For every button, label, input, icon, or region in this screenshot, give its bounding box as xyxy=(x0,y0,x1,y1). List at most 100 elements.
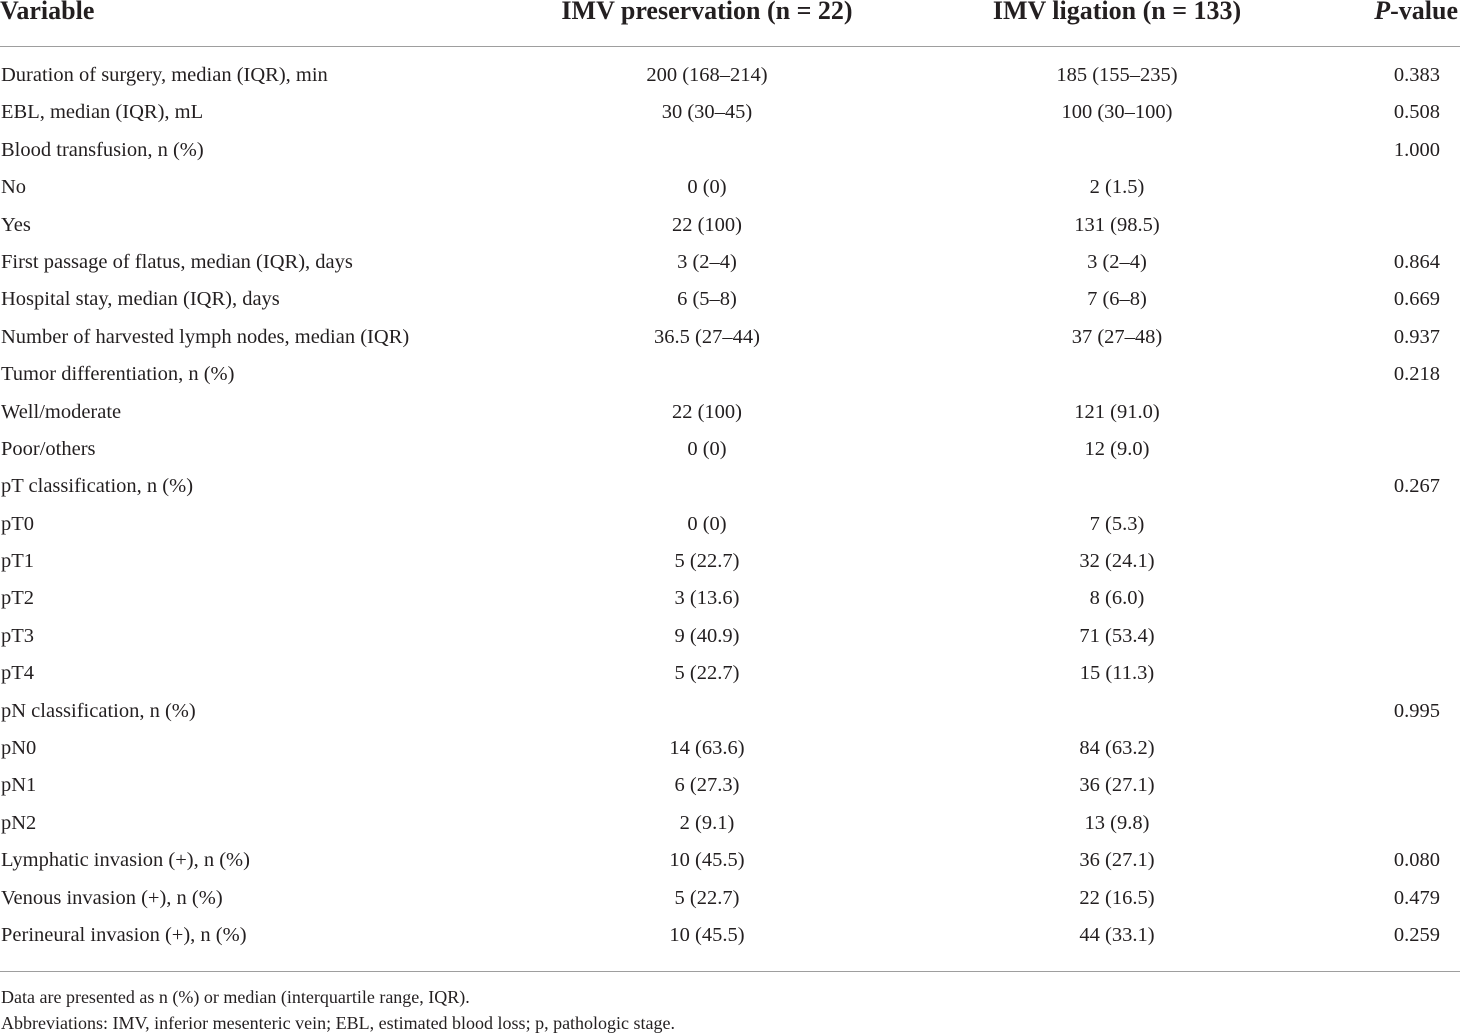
table-row: pT classification, n (%) 0.267 xyxy=(0,469,1460,506)
cell-variable: pN classification, n (%) xyxy=(1,699,196,722)
cell-variable: pT4 xyxy=(1,662,35,685)
header-variable: Variable xyxy=(0,0,95,25)
cell-imv-ligation: 71 (53.4) xyxy=(1079,624,1155,647)
cell-imv-ligation: 44 (33.1) xyxy=(1079,923,1155,946)
table-row: pN classification, n (%) 0.995 xyxy=(0,694,1460,731)
footnote-data-format: Data are presented as n (%) or median (i… xyxy=(1,987,470,1007)
cell-variable: pN0 xyxy=(1,737,37,760)
cell-imv-ligation: 22 (16.5) xyxy=(1079,886,1155,909)
cell-p-value: 0.937 xyxy=(1393,325,1440,348)
cell-imv-ligation: 121 (91.0) xyxy=(1074,400,1160,423)
cell-imv-preservation: 36.5 (27–44) xyxy=(654,325,760,348)
cell-variable: pN1 xyxy=(1,774,37,797)
table-row: pN0 14 (63.6) 84 (63.2) xyxy=(0,731,1460,768)
cell-p-value: 0.508 xyxy=(1393,101,1440,124)
cell-imv-ligation: 36 (27.1) xyxy=(1079,774,1155,797)
cell-imv-ligation: 15 (11.3) xyxy=(1079,662,1155,685)
cell-variable: Perineural invasion (+), n (%) xyxy=(1,923,247,946)
cell-imv-ligation: 12 (9.0) xyxy=(1084,437,1150,460)
table-row: EBL, median (IQR), mL 30 (30–45) 100 (30–1… xyxy=(0,95,1460,132)
table-row: pT3 9 (40.9) 71 (53.4) xyxy=(0,619,1460,656)
cell-imv-preservation: 5 (22.7) xyxy=(674,662,740,685)
table-row: No 0 (0) 2 (1.5) xyxy=(0,170,1460,207)
cell-imv-ligation: 37 (27–48) xyxy=(1071,325,1163,348)
table-row: pT2 3 (13.6) 8 (6.0) xyxy=(0,581,1460,618)
header-p-suffix: -value xyxy=(1390,0,1458,25)
cell-imv-ligation: 13 (9.8) xyxy=(1084,811,1150,834)
cell-imv-preservation: 30 (30–45) xyxy=(661,101,753,124)
table-row: Perineural invasion (+), n (%) 10 (45.5) 4… xyxy=(0,918,1460,955)
table-footnotes: Data are presented as n (%) or median (i… xyxy=(1,984,675,1036)
table-row: Hospital stay, median (IQR), days 6 (5–8)… xyxy=(0,282,1460,319)
table-row: pT4 5 (22.7) 15 (11.3) xyxy=(0,656,1460,693)
cell-variable: pN2 xyxy=(1,811,37,834)
cell-p-value: 0.218 xyxy=(1393,363,1440,386)
table-row: First passage of flatus, median (IQR), d… xyxy=(0,245,1460,282)
table-row: Blood transfusion, n (%) 1.000 xyxy=(0,133,1460,170)
cell-p-value: 0.267 xyxy=(1393,475,1440,498)
footnote-abbreviations: Abbreviations: IMV, inferior mesenteric … xyxy=(1,1013,676,1033)
cell-imv-preservation: 6 (27.3) xyxy=(674,774,740,797)
cell-imv-ligation: 8 (6.0) xyxy=(1089,587,1145,610)
cell-p-value: 1.000 xyxy=(1393,138,1440,161)
cell-imv-ligation: 32 (24.1) xyxy=(1079,550,1155,573)
cell-imv-preservation: 5 (22.7) xyxy=(674,550,740,573)
cell-imv-preservation: 6 (5–8) xyxy=(677,288,737,311)
cell-variable: Venous invasion (+), n (%) xyxy=(1,886,223,909)
table-row: Well/moderate 22 (100) 121 (91.0) xyxy=(0,395,1460,432)
cell-imv-preservation: 10 (45.5) xyxy=(669,923,745,946)
cell-imv-preservation: 22 (100) xyxy=(671,213,743,236)
cell-imv-preservation: 9 (40.9) xyxy=(674,624,740,647)
table-row: Number of harvested lymph nodes, median … xyxy=(0,320,1460,357)
cell-imv-ligation: 84 (63.2) xyxy=(1079,737,1155,760)
cell-imv-preservation: 22 (100) xyxy=(671,400,743,423)
cell-imv-ligation: 131 (98.5) xyxy=(1074,213,1160,236)
cell-imv-preservation: 0 (0) xyxy=(687,437,727,460)
table-row: Lymphatic invasion (+), n (%) 10 (45.5) 36… xyxy=(0,843,1460,880)
cell-variable: Well/moderate xyxy=(1,400,122,423)
cell-variable: pT2 xyxy=(1,587,35,610)
header-imv-preservation: IMV preservation (n = 22) xyxy=(561,0,853,25)
header-divider xyxy=(0,46,1460,47)
cell-p-value: 0.383 xyxy=(1393,64,1440,86)
cell-imv-preservation: 14 (63.6) xyxy=(669,737,745,760)
table-row: Yes 22 (100) 131 (98.5) xyxy=(0,208,1460,245)
table-body: Duration of surgery, median (IQR), min 20… xyxy=(0,58,1460,955)
cell-p-value: 0.479 xyxy=(1393,886,1440,909)
cell-p-value: 0.864 xyxy=(1393,250,1440,273)
cell-variable: First passage of flatus, median (IQR), d… xyxy=(1,250,353,273)
cell-p-value: 0.995 xyxy=(1393,699,1440,722)
cell-variable: Lymphatic invasion (+), n (%) xyxy=(1,849,250,872)
cell-imv-preservation: 10 (45.5) xyxy=(669,849,745,872)
cell-imv-ligation: 100 (30–100) xyxy=(1061,101,1173,124)
cell-imv-preservation: 2 (9.1) xyxy=(679,811,735,834)
cell-variable: No xyxy=(1,176,27,199)
cell-variable: pT classification, n (%) xyxy=(1,475,194,498)
table-row: pN1 6 (27.3) 36 (27.1) xyxy=(0,768,1460,805)
cell-variable: Yes xyxy=(1,213,31,236)
cell-imv-ligation: 3 (2–4) xyxy=(1087,250,1147,273)
table-row: Duration of surgery, median (IQR), min 20… xyxy=(0,58,1460,95)
cell-variable: Hospital stay, median (IQR), days xyxy=(1,288,280,311)
cell-imv-preservation: 3 (13.6) xyxy=(674,587,740,610)
cell-imv-ligation: 2 (1.5) xyxy=(1089,176,1145,199)
cell-imv-preservation: 200 (168–214) xyxy=(646,64,768,86)
cell-imv-preservation: 3 (2–4) xyxy=(677,250,737,273)
cell-variable: Duration of surgery, median (IQR), min xyxy=(1,64,328,86)
header-imv-ligation: IMV ligation (n = 133) xyxy=(992,0,1242,25)
header-p-italic: P xyxy=(1374,0,1391,25)
cell-imv-ligation: 7 (5.3) xyxy=(1089,512,1145,535)
table-row: pT1 5 (22.7) 32 (24.1) xyxy=(0,544,1460,581)
cell-variable: pT0 xyxy=(1,512,35,535)
cell-p-value: 0.080 xyxy=(1393,849,1440,872)
cell-p-value: 0.259 xyxy=(1393,923,1440,946)
table-row: pN2 2 (9.1) 13 (9.8) xyxy=(0,806,1460,843)
table-row: Poor/others 0 (0) 12 (9.0) xyxy=(0,432,1460,469)
cell-variable: Tumor differentiation, n (%) xyxy=(1,363,235,386)
table-bottom-rule xyxy=(0,971,1460,972)
cell-variable: Blood transfusion, n (%) xyxy=(1,138,204,161)
table-row: pT0 0 (0) 7 (5.3) xyxy=(0,507,1460,544)
cell-variable: Number of harvested lymph nodes, median … xyxy=(1,325,410,348)
table-row: Venous invasion (+), n (%) 5 (22.7) 22 (16… xyxy=(0,881,1460,918)
cell-variable: pT3 xyxy=(1,624,35,647)
